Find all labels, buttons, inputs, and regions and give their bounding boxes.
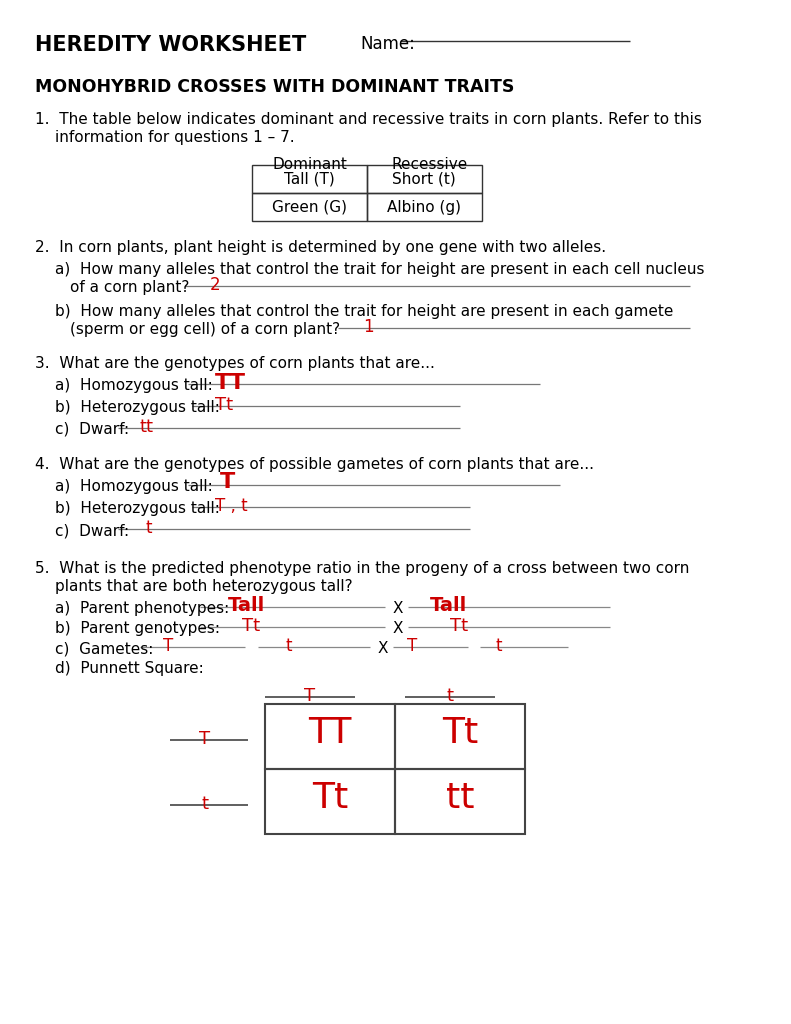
Text: (sperm or egg cell) of a corn plant?: (sperm or egg cell) of a corn plant? <box>70 322 340 337</box>
Text: T: T <box>305 687 316 705</box>
Bar <box>252 193 367 221</box>
Text: information for questions 1 – 7.: information for questions 1 – 7. <box>55 130 294 145</box>
Text: T: T <box>220 472 235 492</box>
Text: X: X <box>393 621 403 636</box>
Text: X: X <box>393 601 403 616</box>
Text: 4.  What are the genotypes of possible gametes of corn plants that are...: 4. What are the genotypes of possible ga… <box>35 457 594 472</box>
Text: Tall: Tall <box>430 596 467 615</box>
Text: c)  Dwarf:: c) Dwarf: <box>55 422 129 437</box>
Text: tt: tt <box>446 781 475 815</box>
Text: c)  Gametes:: c) Gametes: <box>55 641 153 656</box>
Text: Short (t): Short (t) <box>392 172 456 187</box>
Text: 2: 2 <box>210 276 221 294</box>
Text: b)  Heterozygous tall:: b) Heterozygous tall: <box>55 400 220 415</box>
Text: T: T <box>163 637 173 655</box>
Bar <box>252 165 367 193</box>
Text: b)  How many alleles that control the trait for height are present in each gamet: b) How many alleles that control the tra… <box>55 304 673 319</box>
Text: Recessive: Recessive <box>392 157 468 172</box>
Text: t: t <box>202 795 209 813</box>
Text: X: X <box>378 641 388 656</box>
Text: Tall: Tall <box>228 596 265 615</box>
Text: T: T <box>199 730 210 748</box>
Bar <box>395 769 525 834</box>
Text: TT: TT <box>215 373 246 393</box>
Text: 1: 1 <box>363 318 373 336</box>
Text: t: t <box>286 637 293 655</box>
Text: HEREDITY WORKSHEET: HEREDITY WORKSHEET <box>35 35 306 55</box>
Text: TT: TT <box>308 716 352 750</box>
Text: MONOHYBRID CROSSES WITH DOMINANT TRAITS: MONOHYBRID CROSSES WITH DOMINANT TRAITS <box>35 78 514 96</box>
Bar <box>367 193 482 221</box>
Text: 2.  In corn plants, plant height is determined by one gene with two alleles.: 2. In corn plants, plant height is deter… <box>35 240 606 255</box>
Text: T , t: T , t <box>215 497 248 515</box>
Text: b)  Parent genotypes:: b) Parent genotypes: <box>55 621 220 636</box>
Text: d)  Punnett Square:: d) Punnett Square: <box>55 662 204 676</box>
Text: tt: tt <box>140 418 154 436</box>
Bar <box>265 705 395 769</box>
Text: c)  Dwarf:: c) Dwarf: <box>55 523 129 538</box>
Text: Tt: Tt <box>450 617 468 635</box>
Text: 1.  The table below indicates dominant and recessive traits in corn plants. Refe: 1. The table below indicates dominant an… <box>35 112 702 127</box>
Text: Green (G): Green (G) <box>271 200 346 215</box>
Text: a)  Homozygous tall:: a) Homozygous tall: <box>55 479 213 494</box>
Text: t: t <box>495 637 501 655</box>
Text: t: t <box>145 519 152 537</box>
Text: t: t <box>446 687 453 705</box>
Text: Albino (g): Albino (g) <box>387 200 461 215</box>
Text: b)  Heterozygous tall:: b) Heterozygous tall: <box>55 501 220 516</box>
Text: Name:: Name: <box>360 35 414 53</box>
Text: of a corn plant?: of a corn plant? <box>70 280 189 295</box>
Text: plants that are both heterozygous tall?: plants that are both heterozygous tall? <box>55 579 353 594</box>
Text: a)  How many alleles that control the trait for height are present in each cell : a) How many alleles that control the tra… <box>55 262 705 278</box>
Bar <box>395 705 525 769</box>
Text: 3.  What are the genotypes of corn plants that are...: 3. What are the genotypes of corn plants… <box>35 356 435 371</box>
Text: T: T <box>407 637 417 655</box>
Text: Tall (T): Tall (T) <box>284 172 335 187</box>
Text: a)  Parent phenotypes:: a) Parent phenotypes: <box>55 601 229 616</box>
Text: Tt: Tt <box>242 617 260 635</box>
Bar <box>265 769 395 834</box>
Text: a)  Homozygous tall:: a) Homozygous tall: <box>55 378 213 393</box>
Text: Tt: Tt <box>442 716 478 750</box>
Text: Dominant: Dominant <box>273 157 347 172</box>
Text: Tt: Tt <box>312 781 348 815</box>
Text: 5.  What is the predicted phenotype ratio in the progeny of a cross between two : 5. What is the predicted phenotype ratio… <box>35 561 690 575</box>
Bar <box>367 165 482 193</box>
Text: Tt: Tt <box>215 396 233 414</box>
